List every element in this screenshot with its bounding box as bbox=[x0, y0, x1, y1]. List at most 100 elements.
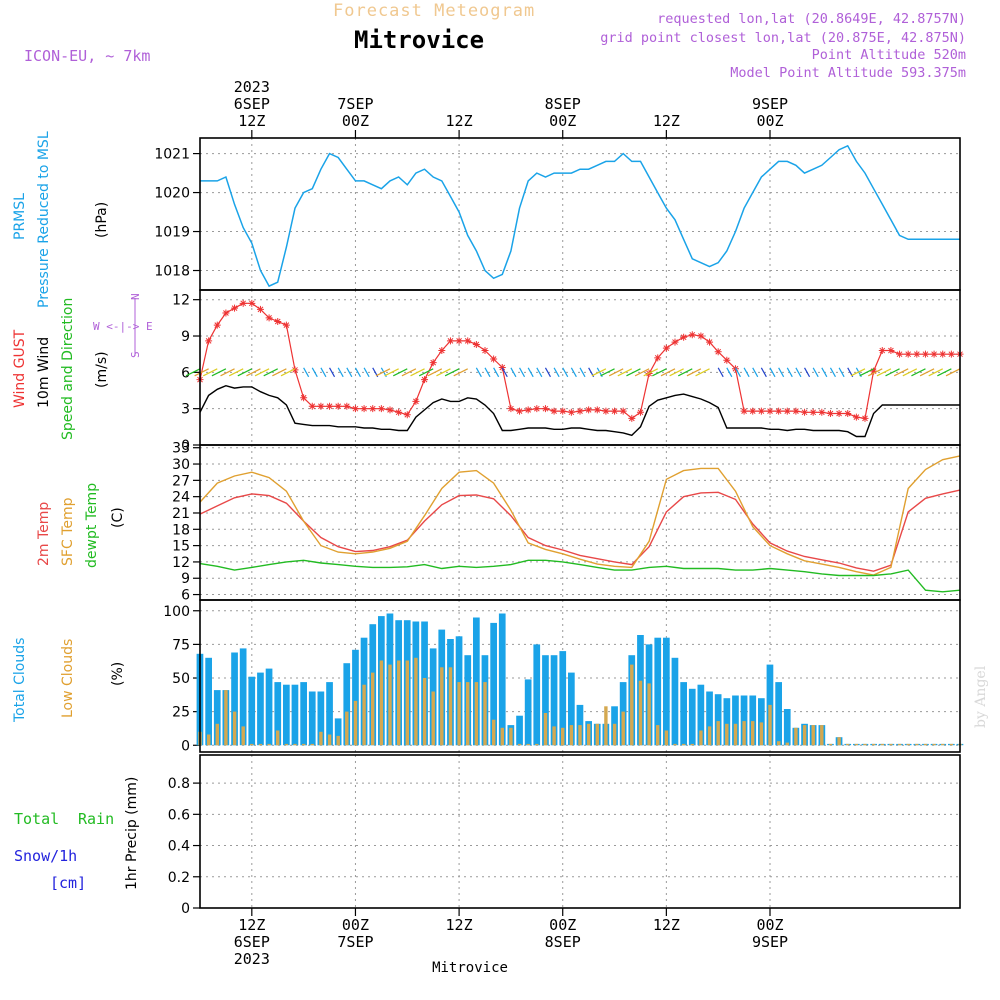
temperature-ytick-label: 6 bbox=[181, 588, 190, 604]
gust-point bbox=[913, 350, 921, 358]
temperature-ytick-label: 27 bbox=[172, 473, 190, 489]
low-cloud-bar bbox=[802, 725, 807, 746]
wind-arrow bbox=[795, 367, 802, 378]
low-cloud-bar bbox=[526, 743, 530, 746]
gust-point bbox=[490, 355, 498, 363]
gust-point bbox=[740, 407, 748, 415]
low-cloud-bar bbox=[794, 727, 798, 746]
total-cloud-bar bbox=[213, 690, 221, 746]
gust-point bbox=[412, 397, 420, 405]
low-cloud-bar bbox=[932, 743, 936, 746]
bottom-city-label: Mitrovice bbox=[432, 960, 508, 976]
wind-arrow bbox=[384, 368, 399, 377]
wind-arrow bbox=[375, 368, 391, 377]
wind-label-gust: Wind GUST bbox=[12, 329, 28, 408]
bottom-time-label: 12Z bbox=[653, 916, 680, 934]
temp-label-sfc: SFC Temp bbox=[60, 497, 76, 566]
wind-arrow bbox=[228, 368, 244, 377]
wind-arrow bbox=[643, 368, 658, 377]
wind-arrow bbox=[203, 368, 218, 377]
low-cloud-bar bbox=[707, 726, 712, 746]
low-cloud-bar bbox=[336, 735, 340, 746]
wind-arrow bbox=[868, 368, 883, 377]
total-cloud-bar bbox=[524, 679, 532, 746]
gust-point bbox=[904, 350, 912, 358]
gust-point bbox=[680, 333, 688, 341]
pressure-label-unit: (hPa) bbox=[94, 202, 110, 238]
low-cloud-bar bbox=[811, 725, 815, 746]
total-cloud-bar bbox=[688, 688, 696, 746]
gust-point bbox=[516, 407, 524, 415]
gust-point bbox=[248, 299, 256, 307]
bottom-time-label: 00Z bbox=[756, 916, 783, 934]
low-cloud-bar bbox=[474, 682, 479, 746]
low-cloud-bar bbox=[578, 725, 582, 746]
wind-ytick-label: 12 bbox=[172, 293, 190, 309]
total-cloud-bar bbox=[265, 668, 273, 746]
gust-point bbox=[861, 414, 869, 422]
low-cloud-bar bbox=[699, 730, 703, 746]
precip-label-snow: Snow/1h bbox=[14, 847, 77, 865]
wind-ytick-label: 3 bbox=[181, 402, 190, 418]
gust-point bbox=[533, 405, 541, 413]
wind-arrow bbox=[695, 368, 710, 377]
wind-arrow bbox=[876, 368, 892, 377]
wind-arrow bbox=[263, 368, 278, 377]
gust-point bbox=[870, 367, 878, 375]
wind-arrow bbox=[626, 368, 641, 377]
wind-arrow bbox=[562, 367, 569, 378]
low-cloud-bar bbox=[820, 725, 824, 746]
pressure-panel-frame bbox=[199, 137, 961, 291]
bottom-time-label: 12Z bbox=[446, 916, 473, 934]
gust-point bbox=[386, 406, 394, 414]
low-cloud-bar bbox=[828, 743, 833, 746]
gust-point bbox=[446, 337, 454, 345]
wind-arrow bbox=[928, 368, 943, 377]
wind-arrow bbox=[475, 367, 482, 378]
gust-point bbox=[809, 408, 817, 416]
gust-point bbox=[455, 337, 463, 345]
gust-point bbox=[757, 407, 765, 415]
low-cloud-bar bbox=[327, 734, 332, 746]
temp-label-unit: (C) bbox=[110, 507, 126, 528]
wind-arrow bbox=[501, 367, 508, 378]
gust-point bbox=[265, 314, 273, 322]
precip-ytick-label: 0.2 bbox=[168, 870, 190, 886]
gust-point bbox=[576, 407, 584, 415]
low-cloud-bar bbox=[500, 727, 504, 746]
wind-arrow bbox=[660, 368, 676, 377]
low-cloud-bar bbox=[267, 743, 271, 746]
low-cloud-bar bbox=[466, 682, 470, 746]
gust-point bbox=[896, 350, 904, 358]
gust-point bbox=[654, 354, 662, 362]
gust-point bbox=[395, 408, 403, 416]
wind-arrow bbox=[591, 368, 607, 377]
gust-point bbox=[472, 340, 480, 348]
low-cloud-bar bbox=[889, 743, 893, 746]
wind-arrow bbox=[893, 368, 909, 377]
total-cloud-bar bbox=[671, 657, 679, 746]
city-title: Mitrovice bbox=[354, 26, 484, 54]
gust-point bbox=[921, 350, 929, 358]
wind-arrow bbox=[444, 368, 460, 377]
temperature-ytick-label: 18 bbox=[172, 522, 190, 538]
top-time-label: 00Z bbox=[756, 112, 783, 130]
wind-arrow bbox=[859, 368, 874, 377]
wind-arrow bbox=[493, 367, 500, 378]
wind-arrow bbox=[427, 368, 443, 377]
gust-point bbox=[706, 338, 714, 346]
wind-arrow bbox=[829, 367, 836, 378]
requested-coords: requested lon,lat (20.8649E, 42.8757N) bbox=[657, 11, 966, 27]
low-cloud-bar bbox=[915, 743, 919, 746]
total-cloud-bar bbox=[231, 652, 238, 746]
temperature-ytick-label: 15 bbox=[172, 539, 190, 555]
low-cloud-bar bbox=[897, 743, 902, 746]
total-cloud-bar bbox=[308, 691, 316, 746]
pressure-ytick-label: 1018 bbox=[154, 264, 190, 280]
low-cloud-bar bbox=[949, 743, 954, 746]
cloud-label-low: Low Clouds bbox=[60, 639, 76, 718]
low-cloud-bar bbox=[215, 723, 219, 746]
top-title: Forecast Meteogram bbox=[333, 1, 535, 21]
total-cloud-bar bbox=[352, 649, 359, 746]
total-cloud-bar bbox=[248, 676, 256, 746]
